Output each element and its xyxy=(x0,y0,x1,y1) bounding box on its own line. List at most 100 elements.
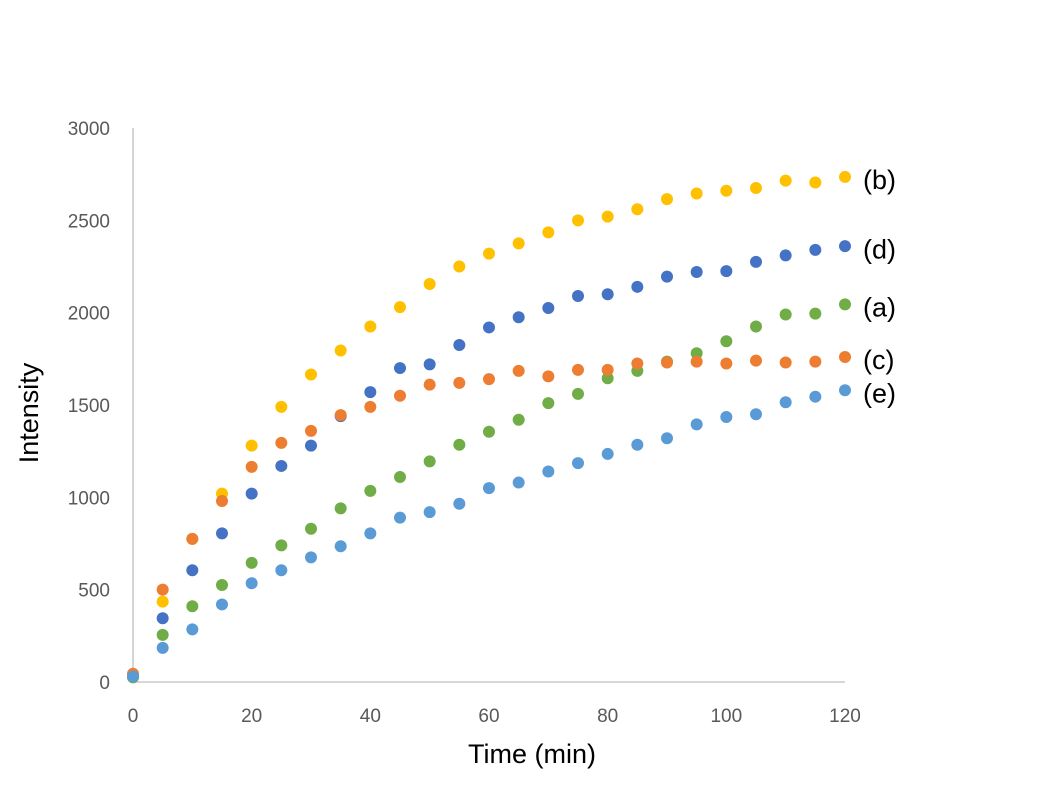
data-point xyxy=(809,355,822,368)
data-point xyxy=(483,482,495,495)
data-point xyxy=(631,203,644,216)
data-point xyxy=(809,176,822,189)
data-point xyxy=(542,370,555,383)
data-point xyxy=(809,390,822,403)
y-tick-labels: 0 500 1000 1500 2000 2500 3000 xyxy=(68,119,110,694)
data-point xyxy=(245,460,258,473)
data-point xyxy=(394,301,406,314)
data-point xyxy=(394,362,406,375)
data-point xyxy=(512,476,525,489)
data-point xyxy=(186,564,199,577)
data-point xyxy=(305,368,317,381)
data-point xyxy=(631,357,644,370)
data-point xyxy=(779,249,792,262)
data-points xyxy=(127,170,851,684)
data-point xyxy=(512,413,525,426)
data-point xyxy=(216,527,228,540)
data-point xyxy=(809,307,822,320)
series-label: (b) xyxy=(863,165,896,195)
data-point xyxy=(572,457,584,470)
data-point xyxy=(394,471,406,484)
data-point xyxy=(275,400,288,413)
x-tick-label: 0 xyxy=(128,706,139,727)
data-point xyxy=(156,641,169,654)
data-point xyxy=(661,356,673,369)
data-point xyxy=(216,598,228,611)
data-point xyxy=(779,396,792,409)
data-point xyxy=(690,266,703,279)
data-point xyxy=(720,184,733,197)
data-point xyxy=(364,320,377,333)
x-axis-title: Time (min) xyxy=(468,739,596,769)
series-label: (c) xyxy=(863,345,894,375)
data-point xyxy=(512,364,525,377)
data-point xyxy=(750,255,762,268)
data-point xyxy=(364,400,377,413)
x-tick-label: 60 xyxy=(478,706,499,727)
data-point xyxy=(601,372,614,385)
data-point xyxy=(542,465,555,478)
data-point xyxy=(661,270,673,283)
data-point xyxy=(512,237,525,250)
data-point xyxy=(779,174,792,187)
data-point xyxy=(275,459,288,472)
data-point xyxy=(453,376,466,389)
data-point xyxy=(453,260,466,273)
data-point xyxy=(690,355,703,368)
x-tick-label: 20 xyxy=(241,706,262,727)
data-point xyxy=(690,187,703,200)
x-tick-labels: 0 20 40 60 80 100 120 xyxy=(128,706,861,727)
data-point xyxy=(216,495,228,508)
data-point xyxy=(483,373,495,386)
series-label: (e) xyxy=(863,378,896,408)
data-point xyxy=(364,386,377,399)
data-point xyxy=(423,358,436,371)
data-point xyxy=(720,335,733,348)
data-point xyxy=(186,532,199,545)
data-point xyxy=(275,436,288,449)
series-1 xyxy=(127,240,851,683)
data-point xyxy=(720,265,733,278)
data-point xyxy=(720,411,733,424)
data-point xyxy=(216,579,228,592)
data-point xyxy=(156,628,169,641)
data-point xyxy=(245,487,258,500)
y-axis-title: Intensity xyxy=(14,362,44,463)
data-point xyxy=(334,502,347,515)
data-point xyxy=(631,280,644,293)
data-point xyxy=(690,418,703,431)
y-tick-label: 1500 xyxy=(68,396,110,417)
data-point xyxy=(542,397,555,410)
x-tick-label: 40 xyxy=(360,706,381,727)
data-point xyxy=(186,600,199,613)
data-point xyxy=(305,522,317,535)
data-point xyxy=(127,670,139,683)
series-2 xyxy=(127,298,851,684)
data-point xyxy=(275,539,288,552)
data-point xyxy=(305,551,317,564)
series-3 xyxy=(127,350,851,680)
data-point xyxy=(156,612,169,625)
data-point xyxy=(334,344,347,357)
data-point xyxy=(245,556,258,569)
y-tick-label: 2500 xyxy=(68,211,110,232)
data-point xyxy=(839,170,851,183)
data-point xyxy=(631,438,644,451)
y-tick-label: 0 xyxy=(99,673,110,694)
data-point xyxy=(601,210,614,223)
series-0 xyxy=(127,170,851,682)
data-point xyxy=(483,321,495,334)
data-point xyxy=(305,439,317,452)
data-point xyxy=(423,278,436,291)
data-point xyxy=(809,243,822,256)
data-point xyxy=(839,350,851,363)
data-point xyxy=(305,424,317,437)
data-point xyxy=(750,354,762,367)
data-point xyxy=(572,363,584,376)
data-point xyxy=(779,356,792,369)
data-point xyxy=(601,447,614,460)
series-labels: (b) (d) (a) (c)(e) xyxy=(863,165,896,408)
data-point xyxy=(661,432,673,445)
series-4 xyxy=(127,384,851,683)
